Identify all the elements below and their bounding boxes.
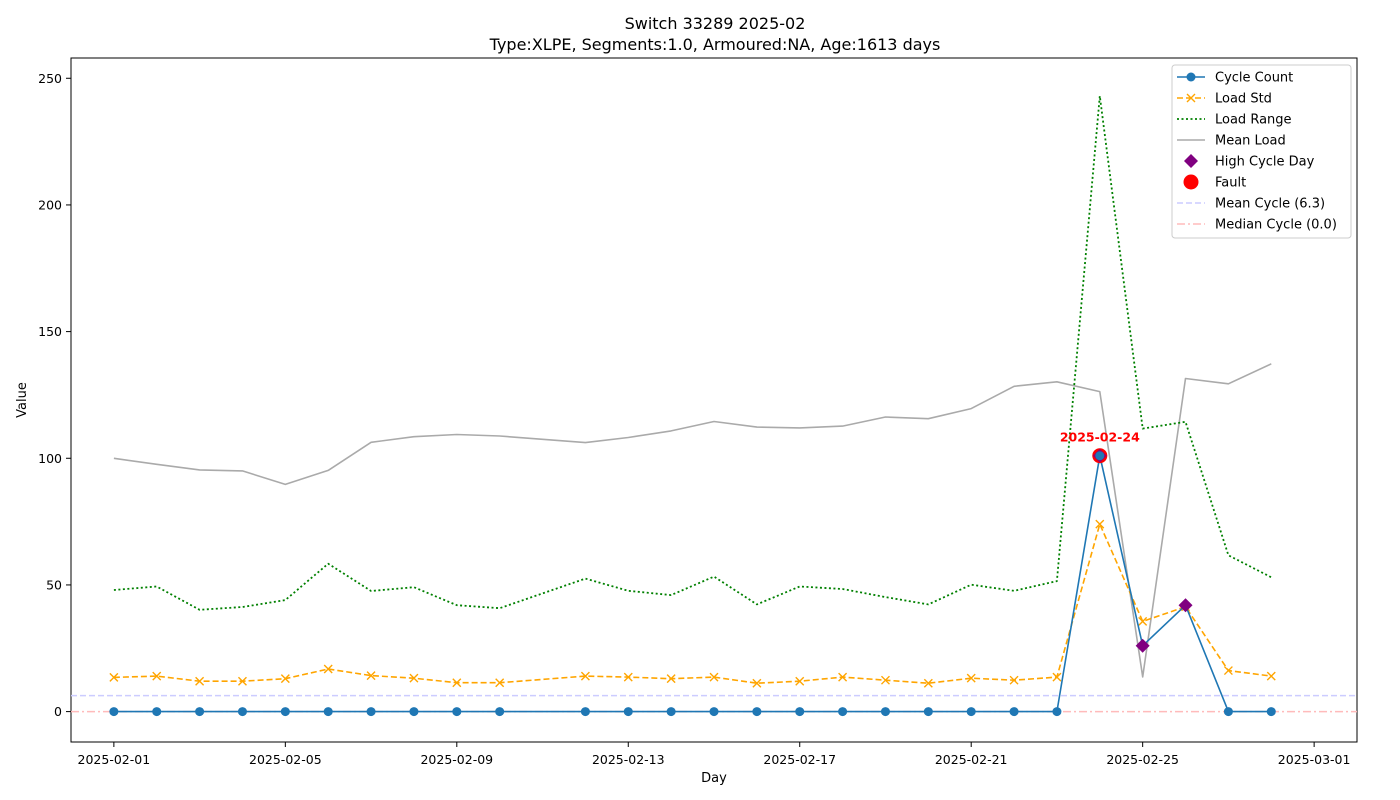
cycle-count-point	[623, 707, 633, 717]
chart-subtitle: Type:XLPE, Segments:1.0, Armoured:NA, Ag…	[489, 35, 941, 54]
x-tick-label: 2025-02-21	[935, 752, 1008, 767]
cycle-count-point	[280, 707, 290, 717]
load-std-point	[1138, 616, 1148, 626]
load-std-point	[838, 672, 848, 682]
load-std-point	[1095, 519, 1105, 529]
legend-label: Mean Load	[1215, 134, 1286, 149]
load-std-point	[1052, 672, 1062, 682]
cycle-count-point	[1223, 707, 1233, 717]
legend-swatch	[1186, 72, 1196, 82]
cycle-count-point	[1266, 707, 1276, 717]
load-std-point	[1009, 675, 1019, 685]
load-std-point	[752, 678, 762, 688]
load-std-point	[580, 671, 590, 681]
load-std-point	[366, 671, 376, 681]
legend-label: Mean Cycle (6.3)	[1215, 197, 1325, 212]
x-axis-label: Day	[701, 771, 727, 786]
legend-label: Fault	[1215, 176, 1246, 191]
cycle-count-point	[666, 707, 676, 717]
legend-label: Cycle Count	[1215, 71, 1293, 86]
x-tick-label: 2025-02-01	[78, 752, 151, 767]
load-std-point	[452, 678, 462, 688]
y-tick-label: 250	[38, 71, 62, 86]
cycle-count-point	[495, 707, 505, 717]
load-std-point	[623, 672, 633, 682]
load-std-point	[795, 676, 805, 686]
series-line	[113, 454, 1272, 713]
y-tick-label: 0	[54, 704, 62, 719]
load-std-point	[666, 674, 676, 684]
fault-annotation: 2025-02-24	[1060, 430, 1140, 445]
cycle-count-point	[323, 707, 333, 717]
cycle-count-point	[795, 707, 805, 717]
cycle-count-point	[409, 707, 419, 717]
legend: Cycle Count Load Std Load Range Mean Load Hi…	[1171, 64, 1352, 239]
cycle-count-point	[838, 707, 848, 717]
y-tick-label: 150	[38, 324, 62, 339]
x-tick-label: 2025-02-05	[249, 752, 322, 767]
load-std-point	[1266, 671, 1276, 681]
load-std-point	[966, 673, 976, 683]
load-std-point	[880, 675, 890, 685]
load-std-point	[323, 664, 333, 674]
load-std-point	[709, 672, 719, 682]
load-std-point	[195, 676, 205, 686]
cycle-count-point	[366, 707, 376, 717]
chart-title: Switch 33289 2025-02	[625, 14, 806, 33]
load-std-point	[152, 671, 162, 681]
load-std-point	[923, 678, 933, 688]
cycle-count-point	[1095, 451, 1105, 461]
series-line	[113, 523, 1272, 685]
load-std-point	[1223, 666, 1233, 676]
legend-label: Median Cycle (0.0)	[1215, 218, 1337, 233]
cycle-count-point	[580, 707, 590, 717]
cycle-count-point	[152, 707, 162, 717]
x-tick-label: 2025-02-25	[1106, 752, 1179, 767]
cycle-count-point	[966, 707, 976, 717]
load-std-point	[280, 674, 290, 684]
cycle-count-point	[709, 707, 719, 717]
x-tick-label: 2025-02-13	[592, 752, 665, 767]
legend-label: Load Range	[1215, 113, 1292, 128]
cycle-count-point	[237, 707, 247, 717]
y-tick-label: 100	[38, 451, 62, 466]
cycle-count-point	[452, 707, 462, 717]
cycle-count-point	[1009, 707, 1019, 717]
x-tick-label: 2025-03-01	[1278, 752, 1351, 767]
plot-frame	[70, 57, 1358, 743]
legend-swatch	[1186, 93, 1196, 103]
cycle-count-point	[752, 707, 762, 717]
load-std-point	[495, 678, 505, 688]
cycle-count-point	[1052, 707, 1062, 717]
legend-swatch	[1183, 174, 1199, 190]
legend-label: Load Std	[1215, 92, 1272, 107]
series-line	[113, 95, 1272, 611]
load-std-point	[409, 673, 419, 683]
cycle-count-point	[880, 707, 890, 717]
y-tick-label: 200	[38, 197, 62, 212]
y-tick-label: 50	[46, 577, 62, 592]
legend-swatch	[1184, 154, 1198, 168]
legend-label: High Cycle Day	[1215, 155, 1315, 170]
plot-area: 2025-02-01 2025-02-05 2025-02-09 2025-02-13…	[38, 57, 1358, 767]
load-std-point	[109, 672, 119, 682]
legend-box	[1171, 64, 1352, 239]
cycle-count-point	[195, 707, 205, 717]
cycle-count-point	[109, 707, 119, 717]
x-tick-label: 2025-02-17	[763, 752, 836, 767]
x-tick-label: 2025-02-09	[420, 752, 493, 767]
high-cycle-day-marker	[1178, 598, 1193, 613]
high-cycle-day-marker	[1135, 638, 1150, 653]
cycle-count-point	[923, 707, 933, 717]
load-std-point	[237, 676, 247, 686]
y-axis-label: Value	[15, 382, 30, 418]
series-line	[113, 363, 1272, 678]
